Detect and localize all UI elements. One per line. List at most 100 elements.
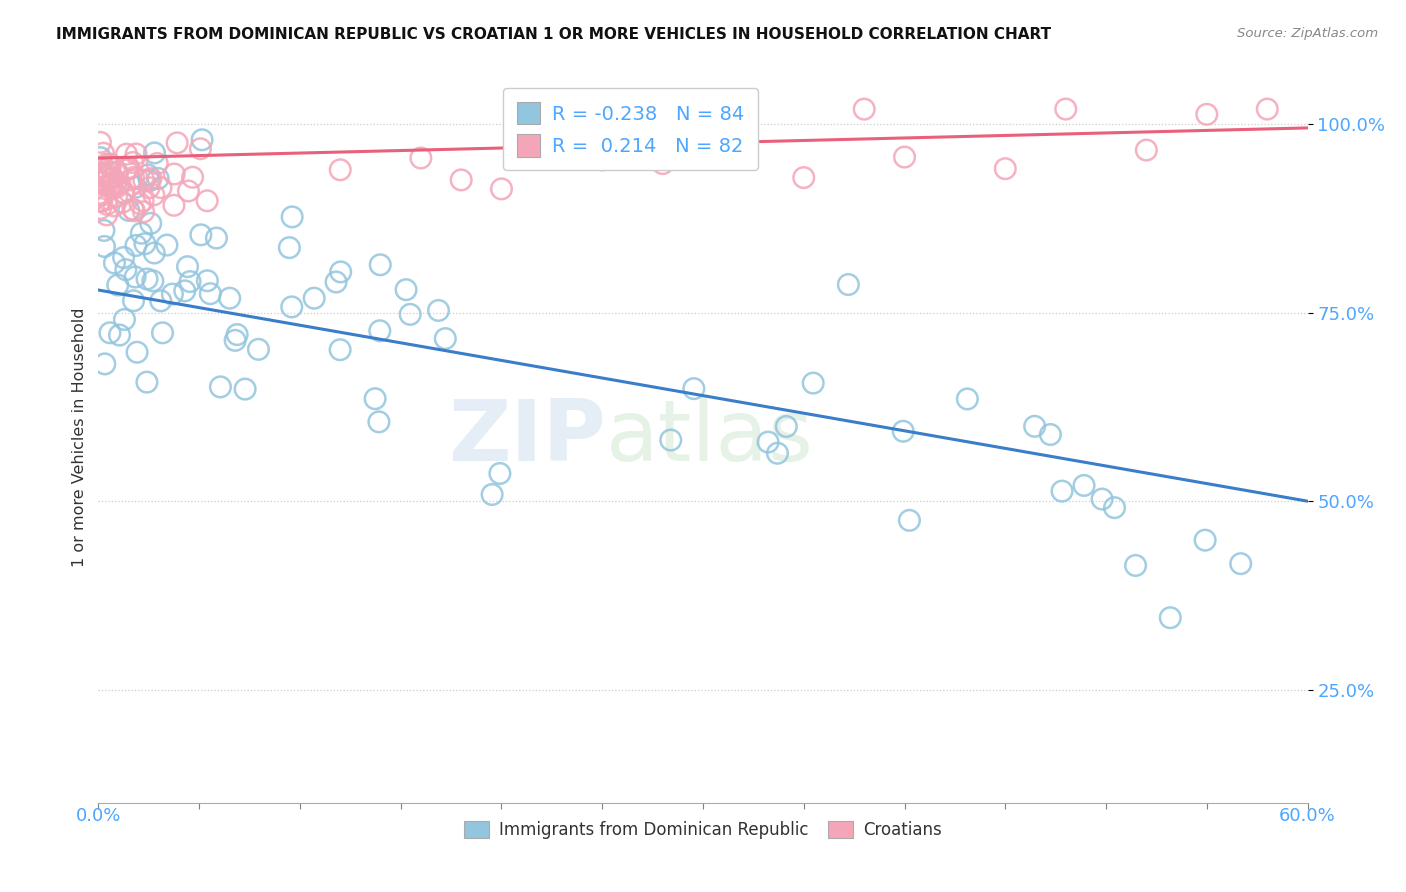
Point — [135, 375, 157, 389]
Point — [530, 142, 553, 156]
Point — [994, 161, 1017, 176]
Point — [793, 170, 815, 185]
Point — [801, 376, 824, 390]
Legend: Immigrants from Dominican Republic, Croatians: Immigrants from Dominican Republic, Croa… — [457, 814, 949, 846]
Point — [281, 210, 304, 224]
Point — [97, 164, 120, 178]
Point — [179, 275, 201, 289]
Point — [111, 195, 134, 210]
Point — [1091, 491, 1114, 506]
Point — [122, 170, 145, 185]
Point — [651, 156, 673, 170]
Point — [302, 291, 325, 305]
Point — [120, 173, 142, 187]
Point — [756, 435, 779, 450]
Point — [125, 345, 148, 359]
Point — [125, 147, 148, 161]
Point — [96, 192, 118, 206]
Point — [98, 159, 121, 173]
Point — [368, 258, 391, 272]
Text: Source: ZipAtlas.com: Source: ZipAtlas.com — [1237, 27, 1378, 40]
Point — [163, 167, 186, 181]
Point — [98, 326, 121, 340]
Point — [105, 189, 128, 203]
Point — [89, 167, 111, 181]
Point — [91, 168, 114, 182]
Point — [247, 343, 270, 357]
Point — [163, 198, 186, 212]
Point — [489, 467, 512, 481]
Point — [100, 178, 122, 192]
Point — [395, 283, 418, 297]
Point — [956, 392, 979, 406]
Point — [1104, 500, 1126, 515]
Point — [89, 161, 111, 175]
Point — [491, 182, 513, 196]
Point — [90, 186, 112, 201]
Y-axis label: 1 or more Vehicles in Household: 1 or more Vehicles in Household — [72, 308, 87, 566]
Point — [114, 312, 136, 326]
Point — [91, 174, 114, 188]
Point — [191, 133, 214, 147]
Point — [766, 446, 789, 460]
Point — [205, 231, 228, 245]
Point — [132, 204, 155, 219]
Point — [1073, 478, 1095, 492]
Text: ZIP: ZIP — [449, 395, 606, 479]
Point — [103, 256, 125, 270]
Text: 0.0%: 0.0% — [76, 806, 121, 824]
Point — [181, 170, 204, 185]
Point — [117, 161, 139, 175]
Point — [101, 181, 124, 195]
Point — [94, 357, 117, 371]
Point — [98, 179, 121, 194]
Point — [89, 151, 111, 165]
Point — [105, 165, 128, 179]
Point — [176, 260, 198, 274]
Text: atlas: atlas — [606, 395, 814, 479]
Point — [143, 145, 166, 160]
Point — [101, 170, 124, 185]
Point — [125, 180, 148, 194]
Point — [1050, 484, 1073, 499]
Point — [139, 171, 162, 186]
Point — [136, 168, 159, 182]
Point — [114, 262, 136, 277]
Point — [124, 203, 146, 218]
Point — [329, 265, 352, 279]
Point — [1135, 143, 1157, 157]
Point — [146, 171, 169, 186]
Point — [111, 186, 134, 200]
Point — [224, 334, 246, 348]
Point — [112, 251, 135, 265]
Point — [138, 180, 160, 194]
Text: 60.0%: 60.0% — [1279, 806, 1336, 824]
Point — [1229, 557, 1251, 571]
Point — [367, 415, 389, 429]
Text: IMMIGRANTS FROM DOMINICAN REPUBLIC VS CROATIAN 1 OR MORE VEHICLES IN HOUSEHOLD C: IMMIGRANTS FROM DOMINICAN REPUBLIC VS CR… — [56, 27, 1052, 42]
Point — [329, 162, 352, 177]
Point — [152, 326, 174, 340]
Point — [127, 171, 149, 186]
Point — [115, 162, 138, 177]
Point — [103, 199, 125, 213]
Point — [93, 146, 115, 161]
Point — [107, 179, 129, 194]
Point — [101, 178, 124, 193]
Point — [124, 270, 146, 285]
Point — [1194, 533, 1216, 548]
Point — [89, 194, 111, 208]
Point — [122, 155, 145, 169]
Point — [1195, 107, 1218, 121]
Point — [90, 176, 112, 190]
Point — [131, 226, 153, 240]
Point — [156, 238, 179, 252]
Point — [434, 332, 457, 346]
Point — [281, 300, 304, 314]
Point — [96, 208, 118, 222]
Point — [1039, 427, 1062, 442]
Point — [115, 147, 138, 161]
Point — [775, 419, 797, 434]
Point — [149, 293, 172, 308]
Point — [173, 284, 195, 298]
